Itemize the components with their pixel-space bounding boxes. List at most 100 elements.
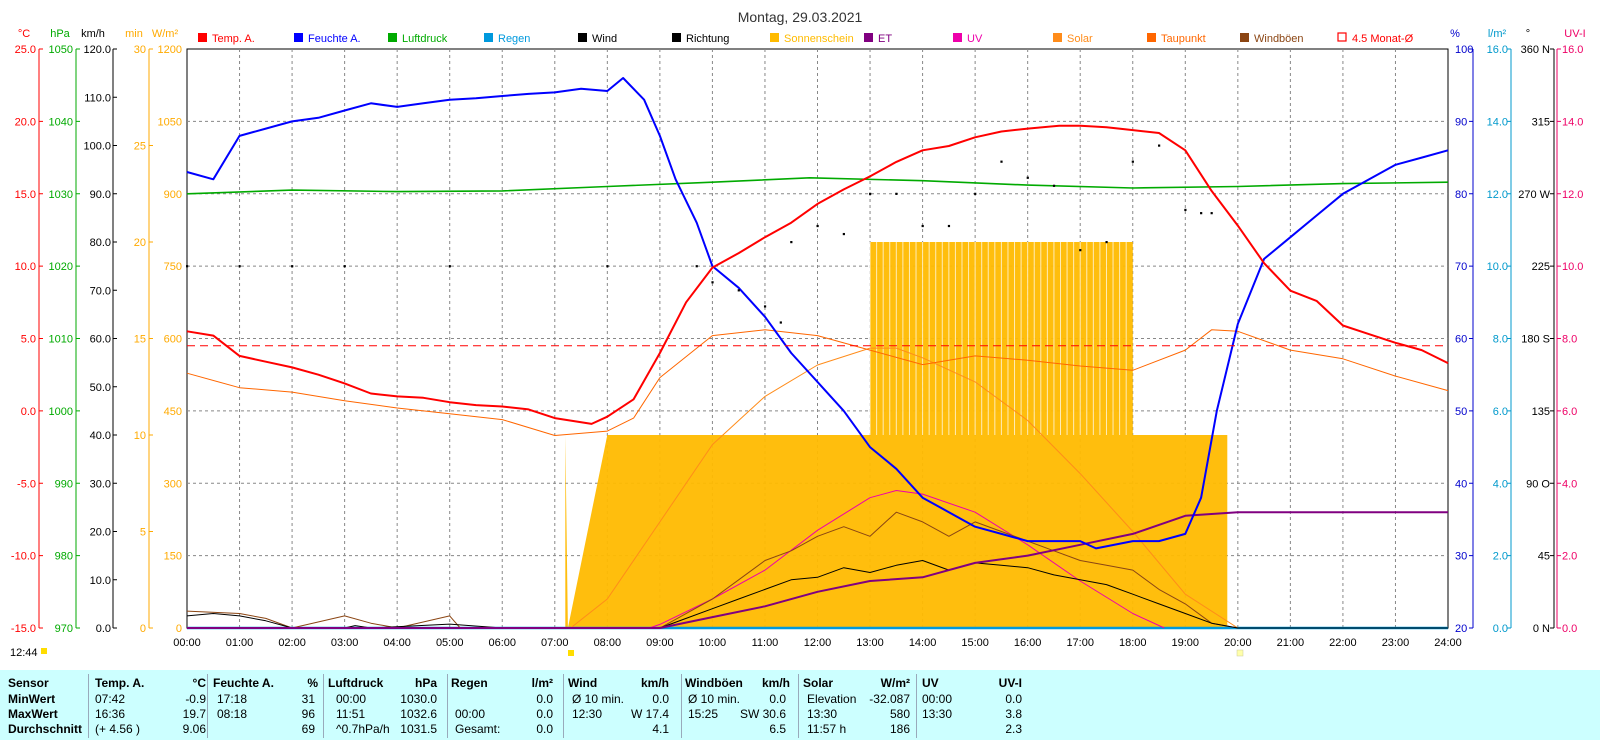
stats-cell-pressure-note: ^0.7hPa/h xyxy=(336,722,390,736)
axis-unit-humidity: % xyxy=(1450,28,1460,40)
stats-unit-solar: W/m² xyxy=(880,676,910,690)
time-tick-label: 20:00 xyxy=(1224,637,1252,649)
stats-cell-solar-note: Elevation xyxy=(807,692,857,706)
axis-tick-label: 60 xyxy=(1455,334,1467,346)
stats-panel: Sensor Temp. A. °C Feuchte A.% Luftdruck hPa R… xyxy=(0,670,1600,740)
time-tick-label: 15:00 xyxy=(961,637,989,649)
stats-header-humidity: Feuchte A. xyxy=(213,676,274,690)
axis-tick-label: 1050 xyxy=(49,44,73,56)
legend-label-richtung: Richtung xyxy=(686,33,729,45)
axis-tick-label: 25.0 xyxy=(15,44,36,56)
axis-tick-label: 0.0 xyxy=(1493,623,1508,635)
stats-cell-uv-note: 13:30 xyxy=(922,707,953,721)
stats-column-separator xyxy=(207,674,208,738)
stats-header-temp: Temp. A. xyxy=(95,676,145,690)
chart-title: Montag, 29.03.2021 xyxy=(738,9,863,25)
axis-tick-label: 10.0 xyxy=(15,261,36,273)
axis-unit-rain: l/m² xyxy=(1488,28,1507,40)
axis-tick-label: 30 xyxy=(1455,551,1467,563)
axis-tick-label: 10.0 xyxy=(90,575,111,587)
axis-tick-label: 20.0 xyxy=(90,527,111,539)
stats-cell-solar-note: 13:30 xyxy=(807,707,838,721)
stats-cell-pressure-note: 11:51 xyxy=(336,707,366,721)
direction-dot xyxy=(343,265,346,268)
axis-tick-label: 70.0 xyxy=(90,285,111,297)
axis-tick-label: 900 xyxy=(164,189,182,201)
axis-unit-pressure: hPa xyxy=(50,28,70,40)
axis-pressure: hPa 1050 1040 1030 1020 1010 1000 990 980 970 xyxy=(49,28,80,635)
axis-dir: ° 360 N 315 270 W 225 180 S 135 90 O 45 0 N xyxy=(1518,28,1555,635)
axis-tick-label: 180 S xyxy=(1521,334,1550,346)
axis-sunmin: min 30 25 20 15 10 5 0 xyxy=(125,28,153,635)
axis-tick-label: 1030 xyxy=(49,189,73,201)
stats-cell-temp-note: (+ 4.56 ) xyxy=(95,722,141,736)
direction-dot xyxy=(1158,144,1161,147)
stats-cell-humidity-value: 31 xyxy=(301,692,315,706)
legend-label-regen: Regen xyxy=(498,33,530,45)
legend-label-et: ET xyxy=(878,33,892,45)
legend-swatch-4-5-monat-o xyxy=(1337,32,1347,42)
legend-label-wind: Wind xyxy=(592,33,617,45)
axis-tick-label: 16.0 xyxy=(1562,44,1583,56)
axis-unit-solar: W/m² xyxy=(152,28,179,40)
axis-tick-label: 90 O xyxy=(1526,478,1550,490)
stats-cell-pressure-note: 00:00 xyxy=(336,692,367,706)
stats-cell-wind-note: Ø 10 min. xyxy=(572,692,625,706)
axis-unit-dir: ° xyxy=(1526,28,1530,40)
stats-column-separator xyxy=(323,674,324,738)
time-tick-label: 12:00 xyxy=(804,637,832,649)
time-tick-label: 03:00 xyxy=(331,637,359,649)
direction-dot xyxy=(816,224,819,228)
time-tick-label: 19:00 xyxy=(1172,637,1200,649)
axis-tick-label: 70 xyxy=(1455,261,1467,273)
legend-swatch-sonnenschein xyxy=(770,33,779,42)
axis-tick-label: 8.0 xyxy=(1493,334,1508,346)
legend-swatch-feuchte-a xyxy=(294,33,303,42)
direction-dot xyxy=(1105,241,1108,244)
sunset-marker xyxy=(1236,649,1244,657)
stats-cell-pressure-value: 1030.0 xyxy=(400,692,437,706)
axis-tick-label: 1010 xyxy=(49,334,73,346)
direction-dot xyxy=(1026,176,1029,179)
axis-tick-label: 10.0 xyxy=(1487,261,1508,273)
stats-cell-solar-value: 580 xyxy=(889,707,910,721)
stats-column-separator xyxy=(447,674,448,738)
axis-wind: km/h 120.0 110.0 100.0 90.0 80.0 70.0 60.0 50.0 4… xyxy=(81,28,117,635)
axis-tick-label: -15.0 xyxy=(11,623,36,635)
series-feuchte-a xyxy=(186,77,1449,550)
stats-header-sensor: Sensor xyxy=(8,676,49,690)
axis-rain: l/m² 16.0 14.0 12.0 10.0 8.0 6.0 4.0 2.0 0.0 xyxy=(1487,28,1512,635)
time-tick-label: 02:00 xyxy=(278,637,306,649)
time-tick-label: 23:00 xyxy=(1382,637,1410,649)
legend-label-uv: UV xyxy=(967,33,983,45)
stats-cell-solar-note: 11:57 h xyxy=(807,722,847,736)
axis-tick-label: 12.0 xyxy=(1487,189,1508,201)
series-luftdruck xyxy=(186,177,1449,195)
axis-tick-label: 90.0 xyxy=(90,189,111,201)
axis-tick-label: 980 xyxy=(55,551,73,563)
axis-tick-label: 1020 xyxy=(49,261,73,273)
direction-dot xyxy=(790,241,793,244)
direction-dot xyxy=(291,265,294,268)
axis-tick-label: 40.0 xyxy=(90,430,111,442)
stats-header-gust: Windböen xyxy=(685,676,743,690)
time-tick-label: 22:00 xyxy=(1329,637,1357,649)
stats-cell-gust-value: 6.5 xyxy=(769,722,786,736)
stats-cell-temp-value: 19.7 xyxy=(182,707,206,721)
stats-unit-gust: km/h xyxy=(761,676,790,690)
time-tick-label: 00:00 xyxy=(173,637,201,649)
stats-cell-humidity-note: 17:18 xyxy=(217,692,248,706)
axis-tick-label: 135 xyxy=(1532,406,1550,418)
direction-dot xyxy=(606,265,609,268)
axis-tick-label: 1040 xyxy=(49,116,73,128)
direction-dot xyxy=(737,289,740,292)
legend-swatch-uv xyxy=(953,33,962,42)
stats-cell-wind-value: W 17.4 xyxy=(630,707,669,721)
axis-tick-label: 970 xyxy=(55,623,73,635)
axis-tick-label: 14.0 xyxy=(1562,116,1583,128)
axis-tick-label: 10.0 xyxy=(1562,261,1583,273)
time-tick-label: 07:00 xyxy=(541,637,569,649)
axis-tick-label: 25 xyxy=(134,141,146,153)
axis-tick-label: 15.0 xyxy=(15,189,36,201)
stats-header-wind: Wind xyxy=(568,676,598,690)
